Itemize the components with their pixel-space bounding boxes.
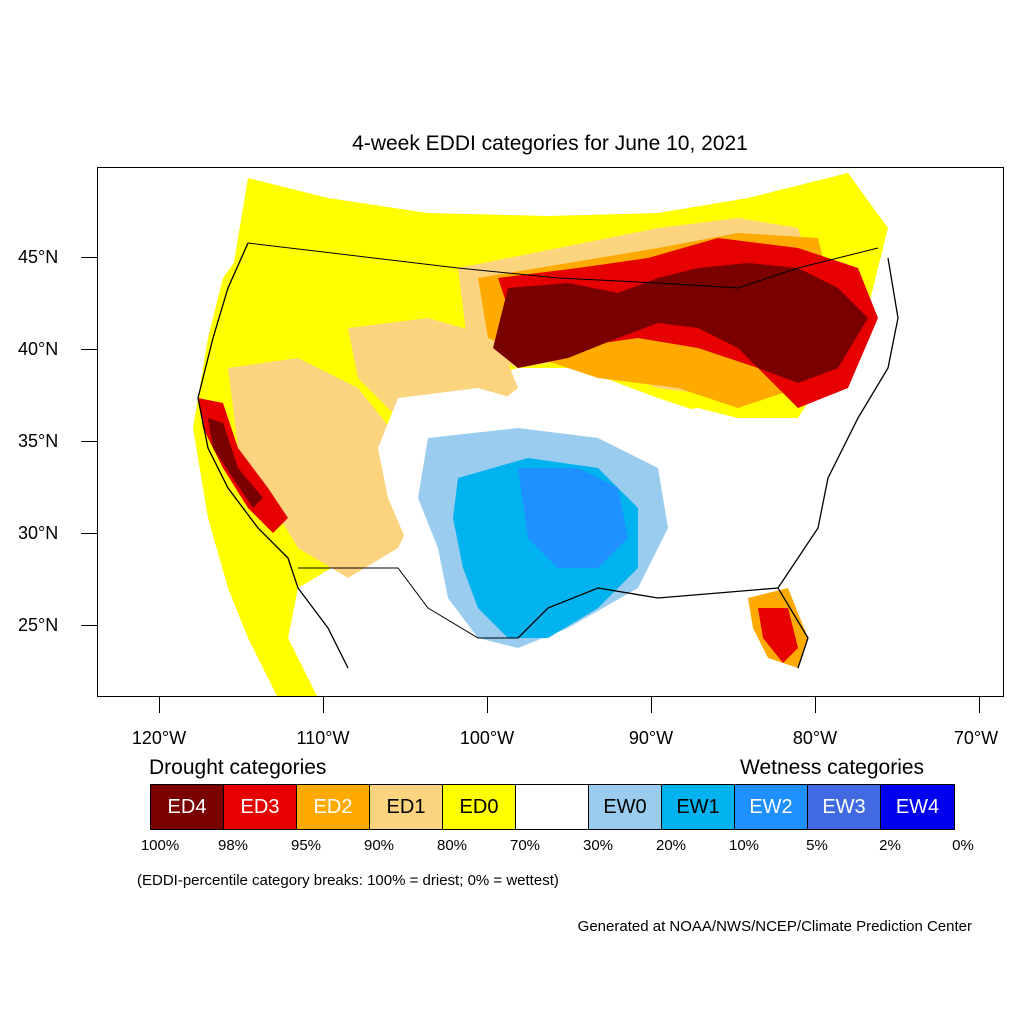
- lat-label-35: 35°N: [18, 431, 59, 451]
- legend-box-ed2: ED2: [297, 785, 370, 829]
- map-title: 4-week EDDI categories for June 10, 2021: [352, 132, 748, 155]
- map-panel: [97, 167, 1004, 697]
- legend-box-ed1: ED1: [370, 785, 443, 829]
- legend-box-normal: [516, 785, 589, 829]
- region-ed4-california: [208, 418, 263, 508]
- lat-label-30: 30°N: [18, 523, 59, 543]
- percentile-label: 20%: [655, 837, 687, 854]
- legend-color-bar: ED4 ED3 ED2 ED1 ED0 EW0 EW1 EW2 EW3 EW4: [150, 784, 955, 830]
- drought-categories-heading: Drought categories: [149, 756, 327, 779]
- lat-tick-25: [81, 625, 97, 626]
- region-ed4-north-central: [493, 263, 868, 383]
- lat-label-25: 25°N: [18, 615, 59, 635]
- region-ew2-oklahoma: [518, 468, 628, 568]
- percentile-label: 2%: [879, 837, 901, 854]
- lat-tick-30: [81, 533, 97, 534]
- mexico-border: [298, 567, 518, 639]
- lat-tick-35: [81, 441, 97, 442]
- lon-label-110: 110°W: [296, 728, 350, 748]
- legend-box-ed3: ED3: [224, 785, 297, 829]
- legend-box-ew2: EW2: [735, 785, 808, 829]
- lon-label-90: 90°W: [628, 728, 674, 748]
- legend-box-ew3: EW3: [808, 785, 881, 829]
- legend-box-ew0: EW0: [589, 785, 662, 829]
- credit-line: Generated at NOAA/NWS/NCEP/Climate Predi…: [577, 918, 972, 935]
- lat-tick-40: [81, 349, 97, 350]
- lon-tick-100: [487, 697, 488, 713]
- percentile-label: 90%: [363, 837, 395, 854]
- region-ed1-great-basin: [228, 358, 428, 578]
- gulf-coastline: [517, 587, 809, 669]
- lon-label-120: 120°W: [131, 728, 187, 748]
- percentile-label: 100%: [140, 837, 180, 854]
- region-ed3-florida: [758, 608, 798, 663]
- percentile-label: 95%: [290, 837, 322, 854]
- category-note: (EDDI-percentile category breaks: 100% =…: [137, 872, 559, 889]
- lon-tick-70: [979, 697, 980, 713]
- percentile-label: 70%: [509, 837, 541, 854]
- percentile-label: 80%: [436, 837, 468, 854]
- lon-tick-90: [651, 697, 652, 713]
- lon-tick-120: [159, 697, 160, 713]
- percentile-label: 5%: [806, 837, 828, 854]
- percentile-label: 98%: [217, 837, 249, 854]
- legend-box-ew4: EW4: [881, 785, 954, 829]
- lon-tick-110: [323, 697, 324, 713]
- lat-label-40: 40°N: [18, 339, 59, 359]
- country-border-north: [247, 242, 879, 289]
- wetness-categories-heading: Wetness categories: [740, 756, 925, 779]
- lon-label-70: 70°W: [953, 728, 999, 748]
- lon-label-80: 80°W: [792, 728, 838, 748]
- legend-box-ed4: ED4: [151, 785, 224, 829]
- legend-box-ed0: ED0: [443, 785, 516, 829]
- eddi-map: [193, 173, 899, 696]
- percentile-label: 0%: [952, 837, 974, 854]
- percentile-label: 10%: [728, 837, 760, 854]
- east-coastline: [777, 257, 899, 589]
- legend-box-ew1: EW1: [662, 785, 735, 829]
- lon-label-100: 100°W: [459, 728, 515, 748]
- lat-tick-45: [81, 257, 97, 258]
- percentile-label: 30%: [582, 837, 614, 854]
- lat-label-45: 45°N: [18, 247, 59, 267]
- west-coastline: [197, 242, 349, 669]
- lon-tick-80: [815, 697, 816, 713]
